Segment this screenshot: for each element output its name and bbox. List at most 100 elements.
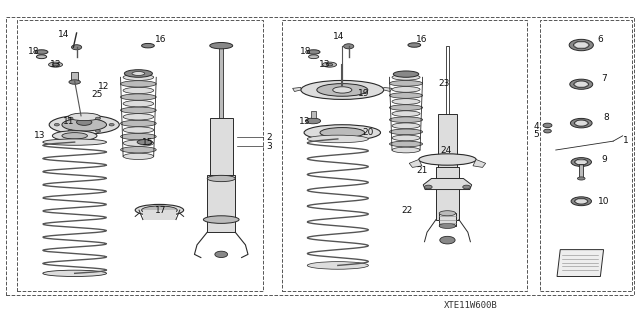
Ellipse shape [571, 197, 591, 206]
Ellipse shape [320, 128, 365, 138]
Ellipse shape [120, 107, 156, 113]
Ellipse shape [120, 81, 156, 87]
Bar [311, 111, 316, 118]
Bar [220, 46, 223, 122]
Circle shape [72, 45, 82, 50]
Ellipse shape [204, 216, 239, 223]
Polygon shape [409, 160, 422, 167]
Ellipse shape [577, 177, 585, 180]
Polygon shape [292, 87, 301, 92]
Text: 8: 8 [604, 113, 610, 122]
Ellipse shape [569, 39, 593, 51]
Ellipse shape [43, 270, 106, 277]
Text: 10: 10 [598, 197, 610, 206]
Text: 23: 23 [438, 79, 450, 88]
Text: 12: 12 [98, 82, 109, 91]
Ellipse shape [124, 70, 152, 77]
Text: 16: 16 [416, 35, 428, 44]
Ellipse shape [35, 50, 48, 54]
Ellipse shape [120, 94, 156, 100]
Polygon shape [473, 160, 486, 167]
Bar [210, 118, 233, 178]
Ellipse shape [307, 135, 369, 143]
Ellipse shape [304, 125, 381, 141]
Bar [6, 17, 634, 295]
Text: 25: 25 [92, 90, 102, 99]
Polygon shape [423, 178, 472, 189]
Bar [436, 167, 459, 219]
Ellipse shape [49, 115, 119, 134]
Ellipse shape [36, 55, 47, 59]
Ellipse shape [120, 147, 156, 153]
Ellipse shape [123, 100, 154, 107]
Ellipse shape [390, 93, 422, 98]
Ellipse shape [43, 139, 106, 145]
Text: 13: 13 [34, 131, 45, 140]
Ellipse shape [439, 211, 456, 216]
Ellipse shape [132, 71, 145, 75]
Ellipse shape [390, 141, 422, 147]
Ellipse shape [69, 80, 81, 84]
Ellipse shape [390, 105, 422, 110]
Ellipse shape [123, 127, 154, 133]
Text: 11: 11 [63, 117, 74, 126]
Circle shape [424, 185, 432, 189]
Ellipse shape [573, 41, 589, 49]
Ellipse shape [571, 158, 591, 167]
Ellipse shape [77, 119, 92, 125]
Ellipse shape [123, 87, 154, 93]
Text: 21: 21 [416, 166, 428, 175]
Ellipse shape [390, 80, 422, 86]
Text: 1: 1 [623, 136, 628, 145]
Text: 5: 5 [534, 130, 540, 139]
Polygon shape [384, 87, 392, 92]
Ellipse shape [419, 154, 476, 165]
Ellipse shape [62, 133, 88, 139]
Ellipse shape [394, 71, 419, 77]
Bar [282, 20, 527, 291]
Ellipse shape [305, 118, 321, 124]
Text: 17: 17 [155, 206, 166, 215]
Text: 20: 20 [363, 128, 374, 137]
Text: 15: 15 [142, 137, 154, 147]
Ellipse shape [49, 62, 63, 67]
Text: 22: 22 [401, 206, 412, 215]
Ellipse shape [120, 120, 156, 127]
Bar [207, 175, 236, 232]
Bar [540, 20, 632, 291]
Text: 18: 18 [28, 48, 39, 56]
Text: 13: 13 [50, 60, 61, 69]
Ellipse shape [62, 118, 106, 131]
Text: 19: 19 [358, 89, 369, 98]
Ellipse shape [68, 113, 100, 121]
Ellipse shape [390, 117, 422, 122]
Ellipse shape [574, 81, 589, 87]
Ellipse shape [392, 135, 420, 141]
Text: 14: 14 [58, 30, 70, 39]
Ellipse shape [123, 140, 154, 146]
Text: 13: 13 [299, 117, 310, 126]
Text: 18: 18 [300, 48, 312, 56]
Circle shape [54, 123, 60, 126]
Ellipse shape [141, 43, 154, 48]
Bar [439, 213, 456, 226]
Ellipse shape [307, 262, 369, 269]
Text: 6: 6 [598, 35, 604, 44]
Ellipse shape [408, 43, 420, 47]
Ellipse shape [123, 74, 154, 80]
Ellipse shape [308, 55, 319, 59]
Ellipse shape [392, 74, 420, 80]
Ellipse shape [323, 62, 337, 67]
Ellipse shape [392, 147, 420, 153]
Ellipse shape [392, 86, 420, 92]
Ellipse shape [307, 50, 320, 54]
Ellipse shape [52, 63, 59, 66]
Ellipse shape [575, 198, 588, 204]
Ellipse shape [570, 79, 593, 89]
Bar [438, 114, 457, 169]
Ellipse shape [301, 80, 384, 100]
Ellipse shape [392, 99, 420, 104]
Ellipse shape [326, 63, 333, 66]
Ellipse shape [141, 206, 177, 214]
Text: 4: 4 [534, 122, 540, 131]
